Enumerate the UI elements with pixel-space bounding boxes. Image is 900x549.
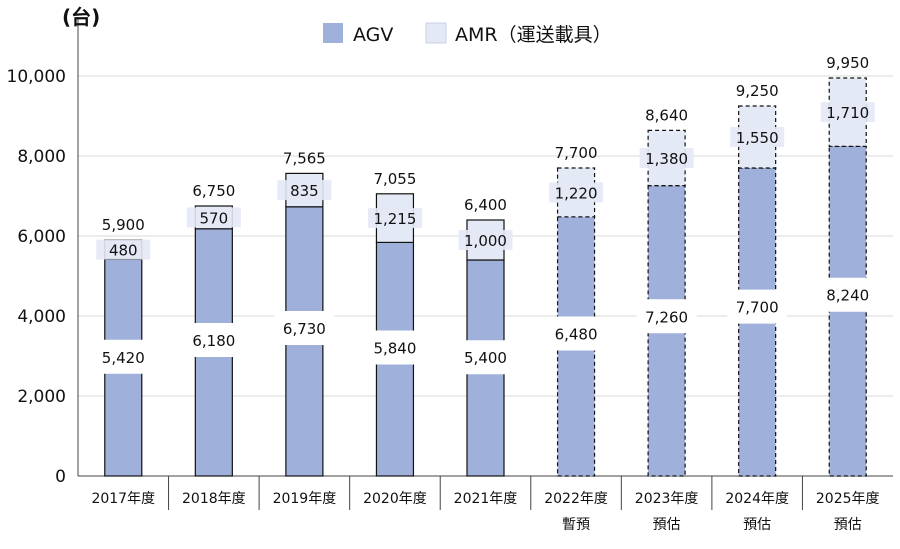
- y-tick-label: 10,000: [7, 67, 66, 87]
- agv-value-label: 5,840: [373, 340, 416, 358]
- legend-swatch-amr: [425, 22, 447, 44]
- agv-label-bg: [183, 323, 244, 358]
- value-labels: 5,420 480 5,900 6,180 570 6,750 6,730 835 7,565 5…: [93, 54, 878, 375]
- amr-label-bg: [820, 102, 875, 123]
- agv-value-label: 6,180: [192, 332, 235, 350]
- total-value-label: 7,700: [555, 144, 598, 162]
- total-value-label: 7,055: [373, 170, 416, 188]
- amr-label-bg: [96, 239, 151, 260]
- amr-value-label: 570: [200, 209, 229, 227]
- y-unit-label: (台): [62, 5, 100, 29]
- x-category-sublabel: 預估: [834, 517, 862, 533]
- agv-label-bg: [455, 340, 516, 375]
- axes: 0 2,000 4,000 6,000 8,000 10,000 2017年度 2018年度 2…: [7, 18, 893, 533]
- agv-value-label: 8,240: [826, 287, 869, 305]
- amr-value-label: 1,000: [464, 232, 507, 250]
- agv-label-bg: [93, 339, 154, 374]
- total-value-label: 5,900: [102, 216, 145, 234]
- agv-label-bg: [364, 330, 425, 365]
- total-value-label: 8,640: [645, 106, 688, 124]
- legend-swatch-agv: [323, 23, 343, 43]
- y-tick-label: 0: [55, 467, 66, 487]
- agv-label-bg: [817, 277, 878, 312]
- x-category-label: 2022年度: [544, 491, 608, 507]
- agv-value-label: 7,700: [736, 299, 779, 317]
- agv-value-label: 5,400: [464, 349, 507, 367]
- amr-label-bg: [549, 182, 604, 203]
- x-category-label: 2020年度: [363, 491, 427, 507]
- agv-label-bg: [636, 299, 697, 334]
- total-value-label: 9,950: [826, 54, 869, 72]
- x-category-label: 2024年度: [725, 491, 789, 507]
- amr-label-bg: [639, 148, 694, 168]
- y-tick-label: 2,000: [17, 387, 66, 407]
- amr-value-label: 1,215: [373, 210, 416, 228]
- amr-label-bg: [458, 230, 513, 250]
- amr-value-label: 1,550: [736, 129, 779, 147]
- total-value-label: 6,400: [464, 196, 507, 214]
- amr-value-label: 835: [290, 182, 319, 200]
- y-tick-label: 4,000: [17, 307, 66, 327]
- x-category-label: 2019年度: [273, 491, 337, 507]
- amr-value-label: 1,710: [826, 104, 869, 122]
- total-value-label: 7,565: [283, 149, 326, 167]
- x-category-label: 2023年度: [635, 491, 699, 507]
- y-tick-label: 8,000: [17, 147, 66, 167]
- legend-label-agv: AGV: [353, 24, 393, 46]
- x-category-sublabel: 預估: [653, 517, 681, 533]
- amr-value-label: 1,220: [555, 184, 598, 202]
- agv-value-label: 6,730: [283, 320, 326, 338]
- amr-value-label: 1,380: [645, 150, 688, 168]
- x-category-sublabel: 暫預: [562, 517, 590, 533]
- x-category-label: 2021年度: [454, 491, 518, 507]
- x-category-label: 2017年度: [91, 491, 155, 507]
- amr-label-bg: [277, 180, 332, 201]
- y-tick-label: 6,000: [17, 227, 66, 247]
- total-value-label: 9,250: [736, 82, 779, 100]
- x-category-sublabel: 預估: [743, 517, 771, 533]
- amr-label-bg: [186, 207, 241, 228]
- agv-value-label: 6,480: [555, 325, 598, 343]
- total-value-label: 6,750: [192, 182, 235, 200]
- agv-label-bg: [546, 316, 607, 351]
- agv-label-bg: [727, 289, 788, 324]
- legend-label-amr: AMR（運送載具）: [455, 24, 612, 46]
- x-category-label: 2018年度: [182, 491, 246, 507]
- amr-value-label: 480: [109, 242, 138, 260]
- amr-label-bg: [730, 127, 785, 147]
- legend: AGV AMR（運送載具）: [323, 22, 612, 46]
- x-category-label: 2025年度: [816, 491, 880, 507]
- agv-value-label: 7,260: [645, 308, 688, 326]
- agv-label-bg: [274, 310, 335, 345]
- amr-label-bg: [367, 208, 422, 229]
- agv-value-label: 5,420: [102, 349, 145, 367]
